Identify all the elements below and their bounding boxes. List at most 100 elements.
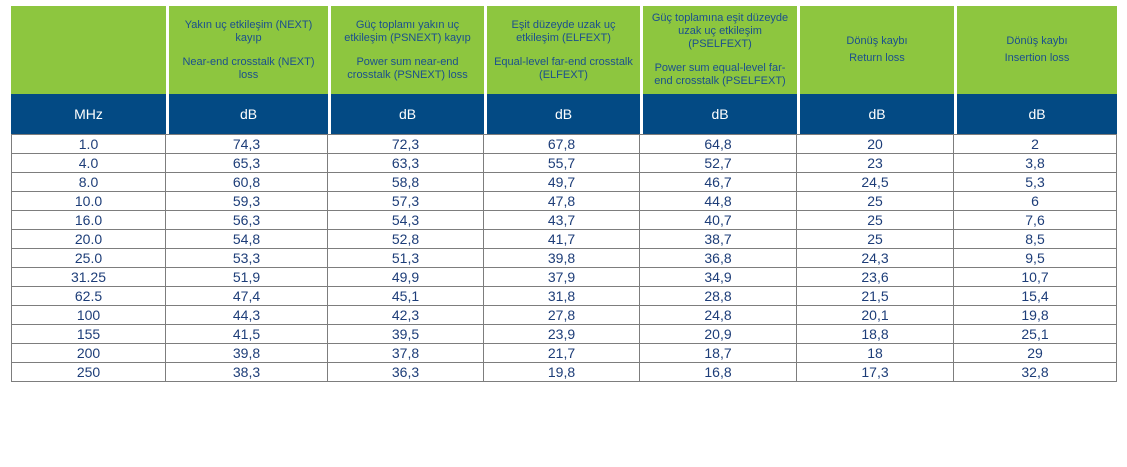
table-row: 200 39,8 37,8 21,7 18,7 18 29 bbox=[11, 344, 1117, 363]
crosstalk-spec-table: Yakın uç etkileşim (NEXT) kayıp Near-end… bbox=[11, 6, 1117, 382]
value-cell: 24,3 bbox=[797, 249, 954, 268]
table-row: 100 44,3 42,3 27,8 24,8 20,1 19,8 bbox=[11, 306, 1117, 325]
value-cell: 53,3 bbox=[166, 249, 328, 268]
value-cell: 31,8 bbox=[484, 287, 640, 306]
value-cell: 74,3 bbox=[166, 134, 328, 154]
value-cell: 52,8 bbox=[328, 230, 484, 249]
frequency-cell: 25.0 bbox=[11, 249, 166, 268]
value-cell: 47,8 bbox=[484, 192, 640, 211]
frequency-cell: 250 bbox=[11, 363, 166, 382]
table-row: 31.25 51,9 49,9 37,9 34,9 23,6 10,7 bbox=[11, 268, 1117, 287]
value-cell: 24,5 bbox=[797, 173, 954, 192]
value-cell: 37,9 bbox=[484, 268, 640, 287]
frequency-cell: 100 bbox=[11, 306, 166, 325]
header-cell-next: Yakın uç etkileşim (NEXT) kayıp Near-end… bbox=[166, 6, 328, 94]
value-cell: 58,8 bbox=[328, 173, 484, 192]
table-row: 16.0 56,3 54,3 43,7 40,7 25 7,6 bbox=[11, 211, 1117, 230]
value-cell: 34,9 bbox=[640, 268, 797, 287]
frequency-cell: 8.0 bbox=[11, 173, 166, 192]
value-cell: 65,3 bbox=[166, 154, 328, 173]
table-row: 250 38,3 36,3 19,8 16,8 17,3 32,8 bbox=[11, 363, 1117, 382]
value-cell: 49,7 bbox=[484, 173, 640, 192]
value-cell: 23 bbox=[797, 154, 954, 173]
table-row: 1.0 74,3 72,3 67,8 64,8 20 2 bbox=[11, 134, 1117, 154]
value-cell: 60,8 bbox=[166, 173, 328, 192]
table-row: 8.0 60,8 58,8 49,7 46,7 24,5 5,3 bbox=[11, 173, 1117, 192]
frequency-cell: 16.0 bbox=[11, 211, 166, 230]
value-cell: 18 bbox=[797, 344, 954, 363]
value-cell: 72,3 bbox=[328, 134, 484, 154]
value-cell: 17,3 bbox=[797, 363, 954, 382]
table-row: 10.0 59,3 57,3 47,8 44,8 25 6 bbox=[11, 192, 1117, 211]
value-cell: 42,3 bbox=[328, 306, 484, 325]
unit-cell: dB bbox=[954, 94, 1117, 134]
header-cell-elfext: Eşit düzeyde uzak uç etkileşim (ELFEXT) … bbox=[484, 6, 640, 94]
table-row: 4.0 65,3 63,3 55,7 52,7 23 3,8 bbox=[11, 154, 1117, 173]
header-cell-pselfext: Güç toplamına eşit düzeyde uzak uç etkil… bbox=[640, 6, 797, 94]
value-cell: 2 bbox=[954, 134, 1117, 154]
value-cell: 64,8 bbox=[640, 134, 797, 154]
value-cell: 21,7 bbox=[484, 344, 640, 363]
value-cell: 39,8 bbox=[166, 344, 328, 363]
frequency-cell: 31.25 bbox=[11, 268, 166, 287]
header-english: Return loss bbox=[849, 52, 905, 64]
frequency-cell: 4.0 bbox=[11, 154, 166, 173]
value-cell: 38,3 bbox=[166, 363, 328, 382]
value-cell: 20 bbox=[797, 134, 954, 154]
value-cell: 44,3 bbox=[166, 306, 328, 325]
value-cell: 15,4 bbox=[954, 287, 1117, 306]
value-cell: 20,1 bbox=[797, 306, 954, 325]
value-cell: 37,8 bbox=[328, 344, 484, 363]
header-english: Near-end crosstalk (NEXT) loss bbox=[182, 55, 315, 81]
value-cell: 10,7 bbox=[954, 268, 1117, 287]
header-turkish: Dönüş kaybı bbox=[1006, 35, 1068, 47]
value-cell: 38,7 bbox=[640, 230, 797, 249]
value-cell: 46,7 bbox=[640, 173, 797, 192]
value-cell: 47,4 bbox=[166, 287, 328, 306]
value-cell: 67,8 bbox=[484, 134, 640, 154]
header-english: Power sum equal-level far-end crosstalk … bbox=[654, 62, 786, 87]
value-cell: 45,1 bbox=[328, 287, 484, 306]
frequency-cell: 20.0 bbox=[11, 230, 166, 249]
table-body: 1.0 74,3 72,3 67,8 64,8 20 2 4.0 65,3 63,3 55,7 52,… bbox=[11, 134, 1117, 382]
value-cell: 27,8 bbox=[484, 306, 640, 325]
unit-cell: dB bbox=[640, 94, 797, 134]
value-cell: 51,9 bbox=[166, 268, 328, 287]
frequency-cell: 1.0 bbox=[11, 134, 166, 154]
value-cell: 41,7 bbox=[484, 230, 640, 249]
value-cell: 39,8 bbox=[484, 249, 640, 268]
header-turkish: Yakın uç etkileşim (NEXT) kayıp bbox=[184, 18, 313, 44]
header-turkish: Eşit düzeyde uzak uç etkileşim (ELFEXT) bbox=[511, 18, 616, 44]
frequency-cell: 155 bbox=[11, 325, 166, 344]
value-cell: 36,3 bbox=[328, 363, 484, 382]
value-cell: 19,8 bbox=[484, 363, 640, 382]
frequency-cell: 200 bbox=[11, 344, 166, 363]
value-cell: 25,1 bbox=[954, 325, 1117, 344]
units-row: MHz dB dB dB dB dB dB bbox=[11, 94, 1117, 134]
value-cell: 44,8 bbox=[640, 192, 797, 211]
value-cell: 21,5 bbox=[797, 287, 954, 306]
value-cell: 25 bbox=[797, 211, 954, 230]
value-cell: 7,6 bbox=[954, 211, 1117, 230]
value-cell: 24,8 bbox=[640, 306, 797, 325]
value-cell: 43,7 bbox=[484, 211, 640, 230]
header-english: Equal-level far-end crosstalk (ELFEXT) bbox=[494, 55, 633, 81]
value-cell: 54,3 bbox=[328, 211, 484, 230]
header-cell-frequency bbox=[11, 6, 166, 94]
value-cell: 32,8 bbox=[954, 363, 1117, 382]
value-cell: 18,8 bbox=[797, 325, 954, 344]
value-cell: 63,3 bbox=[328, 154, 484, 173]
unit-cell: MHz bbox=[11, 94, 166, 134]
header-cell-insertion-loss: Dönüş kaybı Insertion loss bbox=[954, 6, 1117, 94]
unit-cell: dB bbox=[328, 94, 484, 134]
value-cell: 8,5 bbox=[954, 230, 1117, 249]
frequency-cell: 10.0 bbox=[11, 192, 166, 211]
value-cell: 59,3 bbox=[166, 192, 328, 211]
unit-cell: dB bbox=[484, 94, 640, 134]
value-cell: 23,9 bbox=[484, 325, 640, 344]
value-cell: 18,7 bbox=[640, 344, 797, 363]
table-row: 25.0 53,3 51,3 39,8 36,8 24,3 9,5 bbox=[11, 249, 1117, 268]
value-cell: 9,5 bbox=[954, 249, 1117, 268]
value-cell: 49,9 bbox=[328, 268, 484, 287]
